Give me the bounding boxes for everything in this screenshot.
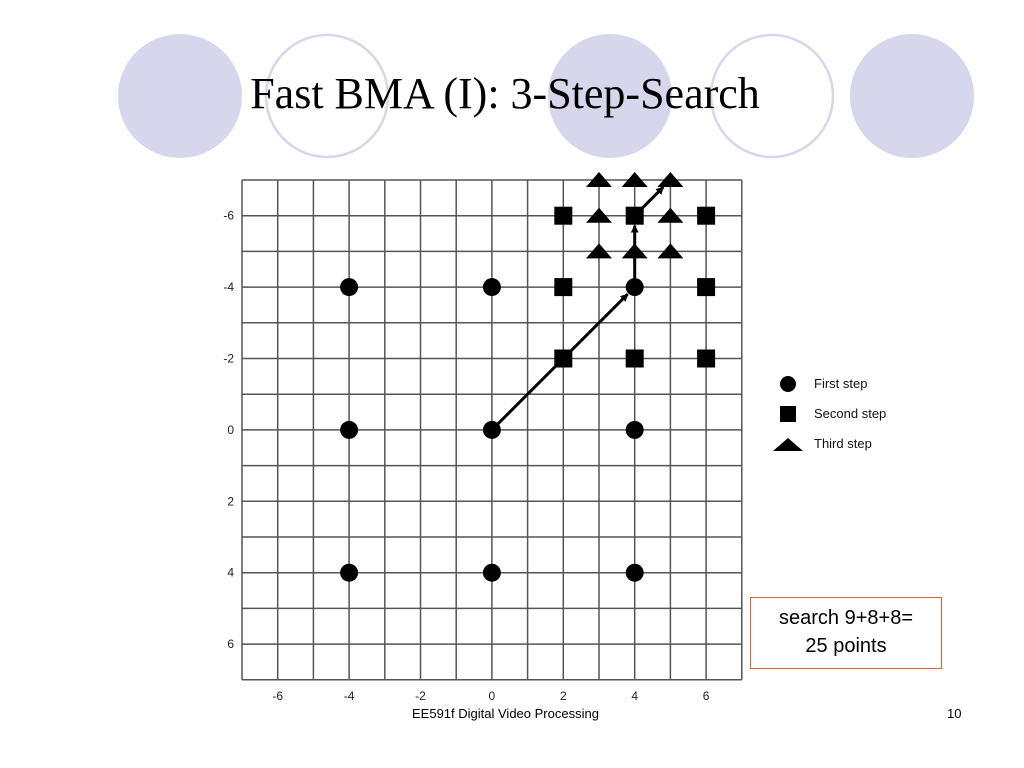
y-tick-label: 0 <box>227 423 234 437</box>
legend-item-second-step: Second step <box>770 402 920 432</box>
y-tick-label: 6 <box>227 637 234 651</box>
decorative-circle <box>118 34 242 158</box>
decorative-circles <box>118 33 974 159</box>
third-step-point <box>586 172 612 187</box>
y-tick-label: -2 <box>223 352 234 366</box>
third-step-point <box>657 243 684 259</box>
first-step-point <box>625 278 644 297</box>
legend-item-first-step: First step <box>770 372 920 402</box>
second-step-point <box>554 206 573 225</box>
second-step-point <box>625 206 644 225</box>
legend-label: First step <box>814 376 868 391</box>
legend: First step Second step Third step <box>770 372 920 462</box>
decorative-ring <box>709 33 835 159</box>
legend-label: Third step <box>814 436 872 451</box>
decorative-ring <box>264 33 390 159</box>
x-tick-label: -6 <box>272 689 283 703</box>
decorative-circle <box>850 34 974 158</box>
first-step-point <box>482 420 501 439</box>
y-tick-label: 4 <box>227 566 234 580</box>
first-step-point <box>482 563 501 582</box>
x-tick-label: 2 <box>560 689 567 703</box>
note-line-2: 25 points <box>805 635 887 657</box>
third-step-point <box>621 172 648 187</box>
second-step-point <box>697 206 716 225</box>
second-step-point <box>554 278 573 297</box>
decorative-circle <box>548 34 672 158</box>
third-step-point <box>621 243 648 259</box>
footer-course: EE591f Digital Video Processing <box>412 706 599 721</box>
first-step-point <box>340 563 359 582</box>
x-tick-label: 0 <box>489 689 496 703</box>
note-line-1: search 9+8+8= <box>779 607 913 629</box>
x-tick-label: -4 <box>344 689 355 703</box>
third-step-point <box>657 172 684 187</box>
search-count-note: search 9+8+8= 25 points <box>750 597 942 669</box>
legend-label: Second step <box>814 406 887 421</box>
slide-title: Fast BMA (I): 3-Step-Search <box>250 69 760 118</box>
x-tick-label: 6 <box>703 689 710 703</box>
third-step-point <box>586 243 612 259</box>
second-step-point <box>697 349 716 368</box>
first-step-point <box>482 278 501 297</box>
page-number: 10 <box>947 706 962 721</box>
second-step-point <box>697 278 716 297</box>
second-step-point <box>554 349 573 368</box>
first-step-point <box>340 420 359 439</box>
x-tick-label: 4 <box>631 689 638 703</box>
third-step-point <box>657 207 684 223</box>
second-step-point <box>625 349 644 368</box>
first-step-point <box>340 278 359 297</box>
x-tick-label: -2 <box>415 689 426 703</box>
circle-marker-icon <box>780 376 796 392</box>
y-tick-label: 2 <box>227 494 234 508</box>
grid-lines <box>241 179 743 681</box>
third-step-point <box>586 207 612 223</box>
triangle-marker-icon <box>773 438 803 451</box>
first-step-point <box>625 563 644 582</box>
legend-item-third-step: Third step <box>770 432 920 462</box>
square-marker-icon <box>780 406 796 422</box>
y-tick-label: -6 <box>223 209 234 223</box>
y-tick-label: -4 <box>223 280 234 294</box>
first-step-point <box>625 420 644 439</box>
